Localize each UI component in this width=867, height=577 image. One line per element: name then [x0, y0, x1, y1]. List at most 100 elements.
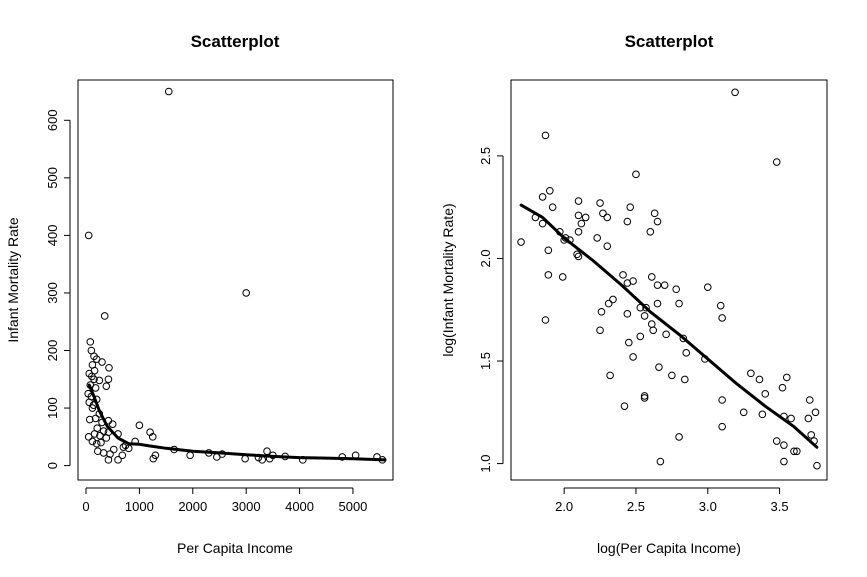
x-axis-label: Per Capita Income	[177, 540, 293, 556]
data-point	[649, 326, 658, 335]
data-point	[100, 312, 109, 320]
data-point	[778, 383, 787, 392]
data-point	[91, 384, 100, 392]
x-tick-label: 3.5	[771, 499, 789, 514]
x-tick-label: 2.5	[627, 499, 645, 514]
y-tick-label: 2.0	[478, 249, 493, 267]
y-tick-label: 1.0	[478, 455, 493, 473]
data-point	[104, 375, 113, 384]
data-points	[84, 87, 387, 464]
axis-ticks: 2.0 2.5 3.0 3.5 1.0 1.5 2.0 2.5	[478, 147, 789, 514]
data-point	[99, 427, 108, 435]
data-point	[703, 283, 712, 291]
y-axis-label: log(Infant Mortality Rate)	[440, 203, 456, 356]
data-point	[606, 371, 614, 380]
data-point	[104, 456, 113, 464]
data-point	[646, 227, 655, 236]
chart-title: Scatterplot	[191, 32, 280, 51]
data-point	[653, 299, 662, 308]
y-tick-label: 400	[45, 225, 60, 247]
data-point	[619, 271, 627, 279]
data-point	[241, 454, 249, 463]
data-point	[581, 213, 590, 222]
data-point	[545, 186, 554, 195]
data-point	[596, 199, 604, 207]
data-point	[662, 330, 670, 339]
data-point	[603, 213, 612, 222]
data-point	[541, 316, 550, 324]
data-point	[653, 217, 662, 226]
data-point	[650, 209, 659, 218]
x-tick-label: 2.0	[555, 499, 573, 514]
data-point	[596, 326, 604, 335]
panel-left-scatterplot: Scatterplot Per Capita Income Infant Mor…	[5, 32, 394, 556]
data-point	[597, 307, 606, 316]
data-point	[653, 281, 662, 289]
x-axis-label: log(Per Capita Income)	[597, 540, 741, 556]
data-point	[102, 382, 111, 390]
data-point	[109, 445, 118, 454]
plot-box	[77, 79, 394, 481]
data-point	[647, 273, 656, 281]
data-point	[148, 433, 157, 441]
y-tick-label: 0	[45, 462, 60, 469]
chart-title: Scatterplot	[625, 32, 714, 51]
data-point	[135, 421, 144, 430]
data-point	[577, 219, 586, 228]
data-point	[97, 438, 105, 447]
data-point	[106, 450, 114, 458]
data-point	[624, 338, 633, 347]
data-point	[672, 285, 680, 294]
data-point	[675, 299, 683, 308]
data-point	[772, 158, 781, 166]
y-tick-label: 2.5	[478, 147, 493, 165]
x-tick-label: 0	[82, 499, 89, 514]
data-point	[623, 310, 632, 318]
y-tick-label: 200	[45, 340, 60, 362]
data-point	[574, 197, 583, 205]
data-point	[91, 414, 100, 423]
data-point	[544, 246, 553, 255]
data-point	[604, 299, 613, 308]
plot-box	[510, 79, 828, 481]
data-point	[805, 396, 814, 404]
data-point	[114, 456, 122, 464]
data-point	[541, 131, 550, 140]
data-point	[782, 373, 791, 382]
data-point	[679, 334, 688, 343]
data-point	[647, 320, 656, 328]
y-tick-label: 600	[45, 109, 60, 131]
y-tick-label: 100	[45, 397, 60, 419]
x-tick-label: 2000	[178, 499, 207, 514]
data-point	[118, 451, 127, 460]
x-tick-label: 1000	[125, 499, 154, 514]
data-point	[574, 227, 583, 236]
data-point	[164, 87, 173, 96]
data-point	[98, 358, 106, 366]
data-point	[263, 447, 271, 456]
data-point	[718, 422, 726, 431]
data-point	[623, 217, 632, 226]
data-point	[807, 431, 816, 439]
data-point	[787, 414, 795, 423]
data-point	[108, 420, 117, 428]
data-point	[656, 457, 665, 466]
data-point	[747, 369, 755, 378]
data-points	[517, 88, 821, 470]
data-point	[538, 219, 547, 228]
data-point	[558, 273, 567, 281]
smooth-line	[87, 383, 387, 462]
data-point	[573, 250, 581, 259]
data-point	[593, 234, 601, 242]
data-point	[86, 338, 95, 346]
data-point	[88, 404, 97, 412]
data-point	[718, 396, 726, 404]
data-point	[632, 170, 640, 179]
data-point	[574, 211, 583, 220]
data-point	[813, 461, 821, 470]
data-point	[609, 295, 617, 304]
data-point	[682, 349, 691, 357]
data-point	[623, 279, 632, 287]
data-point	[716, 301, 725, 310]
data-point	[668, 371, 676, 380]
